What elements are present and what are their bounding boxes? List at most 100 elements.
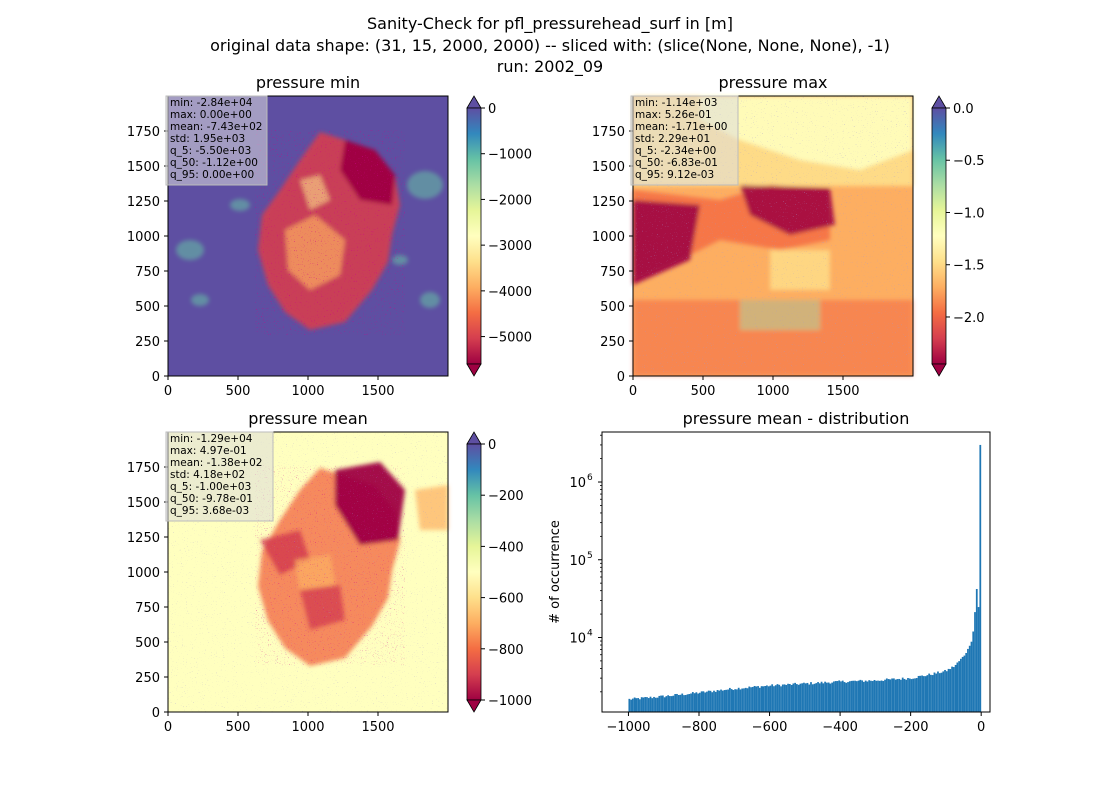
histogram-bar [824,681,826,712]
histogram-bar [760,686,763,712]
y-tick: 1000 [127,230,168,245]
histogram-bar [660,695,662,712]
histogram-bar [915,678,918,712]
y-tick-label: 10 [569,476,586,491]
stat-q50: q_50: -9.78e-01 [170,493,253,505]
histogram-bar [961,656,964,712]
histogram-bar [968,645,971,712]
panel-pressure-max: pressure max 0 500 1000 1500 0 250 [592,73,985,399]
figure-title-line2: original data shape: (31, 15, 2000, 2000… [210,36,890,55]
histogram-bar [930,674,932,712]
stat-mean: mean: -1.38e+02 [170,457,262,469]
histogram-bar [788,683,791,712]
svg-text:500: 500 [600,300,625,315]
stat-q50: q_50: -1.12e+00 [170,157,258,169]
histogram-bar [718,690,721,712]
y-tick: 250 [135,335,168,350]
histogram-bar [889,679,892,712]
histogram-bar [924,676,927,712]
histogram-bar [840,681,842,712]
y-tick: 1500 [127,496,168,511]
panel-title: pressure mean - distribution [683,409,910,428]
histogram-bar [801,683,804,712]
x-axis: 0 500 1000 1500 [164,712,395,735]
histogram-bar [868,680,871,712]
x-axis: −1000 −800 −600 −400 −200 0 [606,712,985,735]
histogram-bar [935,673,938,712]
histogram-bar [938,673,941,712]
y-tick: 1500 [592,160,633,175]
svg-text:500: 500 [226,384,251,399]
y-tick: 1750 [127,125,168,140]
stats-box: min: -2.84e+04 max: 0.00e+00 mean: -7.43… [165,95,268,186]
histogram-bar [857,680,860,712]
svg-text:0: 0 [164,720,172,735]
histogram-bar [871,681,874,712]
svg-text:750: 750 [600,265,625,280]
histogram-bar [919,675,922,712]
histogram-bar [852,680,855,712]
stat-max: max: 5.26e-01 [635,109,712,121]
svg-text:1500: 1500 [127,496,160,511]
x-tick: 500 [226,376,251,399]
y-tick: 500 [600,300,633,315]
histogram-bar [884,679,886,712]
colorbar-extend-bottom [466,699,482,713]
svg-text:0: 0 [152,370,160,385]
histogram-bar [873,679,876,712]
histogram-bar [771,684,774,712]
svg-text:0: 0 [164,384,172,399]
svg-text:1000: 1000 [127,230,160,245]
y-tick: 1000 [127,566,168,581]
histogram-bar [912,678,915,712]
stat-std: std: 4.18e+02 [170,469,245,481]
colorbar-extend-top [466,95,482,109]
histogram-bar [709,690,712,712]
colorbar: 0 −1000 −2000 −3000 −4000 −5000 [466,95,532,377]
histogram-bar [933,672,936,712]
colorbar-tick-label: −2000 [488,193,532,208]
x-tick: 500 [691,376,716,399]
histogram-bar [922,676,925,712]
histogram-bar [640,697,643,712]
histogram-bar [963,655,966,712]
colorbar: 0.0 −0.5 −1.0 −1.5 −2.0 [931,95,985,377]
histogram-bar [792,683,795,712]
histogram-bar [937,671,939,712]
histogram-bar [956,662,959,712]
svg-text:1250: 1250 [592,195,625,210]
svg-text:1000: 1000 [291,384,324,399]
y-axis-label: # of occurrence [548,520,563,624]
histogram-bar [831,682,834,712]
stat-q5: q_5: -2.34e+00 [635,145,716,157]
histogram-bar [751,686,754,712]
svg-text:500: 500 [135,636,160,651]
histogram-bar [628,698,631,712]
histogram-bar [769,685,772,712]
histogram-bar [931,675,934,712]
svg-text:1500: 1500 [361,384,394,399]
svg-text:500: 500 [691,384,716,399]
histogram-bar [713,690,715,712]
colorbar-tick-label: 0 [488,102,496,117]
heatmap-image [633,96,913,376]
stat-q95: q_95: 9.12e-03 [635,169,714,181]
histogram-bar [811,684,814,712]
colorbar-tick-label: −1000 [488,148,532,163]
colorbar-extend-bottom [931,363,947,377]
histogram-bar [917,675,920,712]
histogram-bar [688,694,691,712]
histogram-bar [815,683,818,712]
histogram-bar [744,687,747,712]
histogram-bar [880,680,883,712]
x-tick: 1000 [291,712,325,735]
panel-title: pressure min [256,73,360,92]
histogram-bar [686,694,689,712]
x-tick: 1500 [826,376,860,399]
colorbar-tick-label: 0.0 [953,102,974,117]
histogram-bar [711,692,714,712]
histogram-bar [639,699,641,712]
histogram-bar [672,695,675,712]
y-axis: 0 250 500 750 1000 1250 1500 1750 [127,125,168,385]
